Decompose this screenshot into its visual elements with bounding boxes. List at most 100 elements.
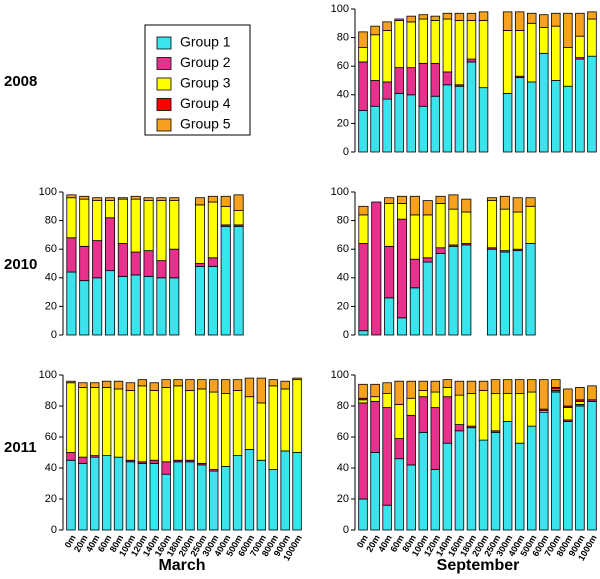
bar-segment: [486, 200, 498, 249]
y-tick-label: 20: [337, 300, 349, 312]
bar-segment: [502, 421, 513, 531]
bar-segment: [382, 30, 392, 83]
bar-segment: [358, 214, 369, 244]
bar-segment: [539, 411, 549, 531]
bar-segment: [454, 430, 465, 531]
bar-segment: [232, 455, 243, 531]
bar-segment: [194, 204, 206, 264]
legend-label: Group 2: [180, 54, 231, 70]
bar-segment: [502, 11, 513, 31]
y-tick-label: 20: [337, 493, 349, 505]
bar-segment: [185, 390, 195, 461]
bar-segment: [197, 379, 207, 390]
bar-segment: [486, 248, 498, 336]
bar-segment: [370, 34, 380, 81]
y-tick-label: 80: [45, 215, 57, 227]
bar-segment: [370, 25, 380, 36]
bar-segment: [169, 248, 180, 279]
bar-segment: [435, 253, 446, 336]
bar-segment: [575, 58, 585, 153]
row-label: 2011: [4, 439, 37, 456]
bar-segment: [575, 12, 585, 37]
bar-segment: [394, 404, 404, 439]
bar-segment: [149, 459, 159, 464]
bar-segment: [280, 380, 290, 390]
bar-segment: [466, 427, 477, 531]
bar-segment: [125, 390, 136, 461]
bar-segment: [575, 405, 585, 531]
bar-segment: [442, 12, 453, 20]
bar-segment: [207, 265, 218, 336]
bar-segment: [161, 461, 171, 475]
bar-segment: [587, 400, 597, 531]
bar-segment: [406, 67, 416, 96]
bar-segment: [371, 201, 382, 336]
bar-segment: [149, 382, 159, 391]
bar-segment: [454, 424, 465, 432]
bar-segment: [384, 297, 395, 336]
bar-segment: [143, 197, 154, 201]
bar-segment: [194, 263, 206, 267]
bar-segment: [551, 25, 561, 81]
bar-segment: [409, 195, 420, 216]
bar-segment: [442, 396, 453, 444]
bar-segment: [90, 456, 100, 531]
bar-segment: [461, 198, 472, 213]
bar-segment: [442, 386, 453, 398]
bar-segment: [502, 92, 513, 153]
bar-segment: [406, 21, 416, 69]
bar-segment: [478, 439, 489, 531]
bar-segment: [466, 393, 477, 427]
bar-segment: [430, 380, 441, 393]
bar-segment: [490, 431, 501, 531]
bar-segment: [90, 386, 100, 456]
row-label: 2008: [4, 73, 37, 90]
bar-segment: [490, 379, 501, 394]
y-tick-label: 40: [45, 272, 57, 284]
bar-segment: [113, 456, 124, 531]
y-tick-label: 0: [343, 329, 349, 341]
bar-segment: [209, 470, 219, 531]
bar-segment: [256, 377, 267, 404]
y-tick-label: 40: [337, 462, 349, 474]
bar-segment: [394, 67, 404, 94]
bar-segment: [143, 200, 154, 252]
bar-segment: [384, 197, 395, 204]
bar-segment: [430, 15, 441, 21]
bar-segment: [256, 459, 267, 531]
bar-segment: [454, 85, 465, 153]
bar-segment: [563, 388, 573, 407]
bar-segment: [551, 12, 561, 27]
bar-segment: [466, 20, 477, 60]
bar-segment: [220, 225, 231, 336]
bar-segment: [292, 379, 302, 453]
bar-segment: [125, 461, 136, 531]
bar-segment: [220, 379, 231, 394]
legend-label: Group 1: [180, 34, 231, 50]
bar-segment: [525, 197, 536, 207]
bar-segment: [418, 14, 429, 20]
y-tick-label: 80: [45, 400, 57, 412]
bar-segment: [194, 265, 206, 336]
y-tick-label: 0: [343, 524, 349, 536]
bar-segment: [587, 11, 597, 20]
bar-segment: [461, 211, 472, 244]
bar-segment: [422, 257, 433, 263]
bar-segment: [382, 407, 392, 506]
bar-segment: [454, 394, 465, 425]
bar-segment: [435, 203, 446, 249]
bar-segment: [382, 393, 392, 408]
legend-swatch: [156, 77, 172, 91]
bar-segment: [435, 247, 446, 254]
bar-segment: [197, 388, 207, 464]
y-tick-label: 20: [337, 117, 349, 129]
y-tick-label: 40: [45, 462, 57, 474]
y-tick-label: 0: [343, 146, 349, 158]
bar-segment: [117, 197, 128, 200]
bar-segment: [370, 383, 380, 398]
bar-segment: [587, 385, 597, 401]
bar-segment: [454, 20, 465, 86]
bar-segment: [563, 85, 573, 153]
bar-segment: [358, 383, 368, 399]
bar-segment: [442, 379, 453, 388]
